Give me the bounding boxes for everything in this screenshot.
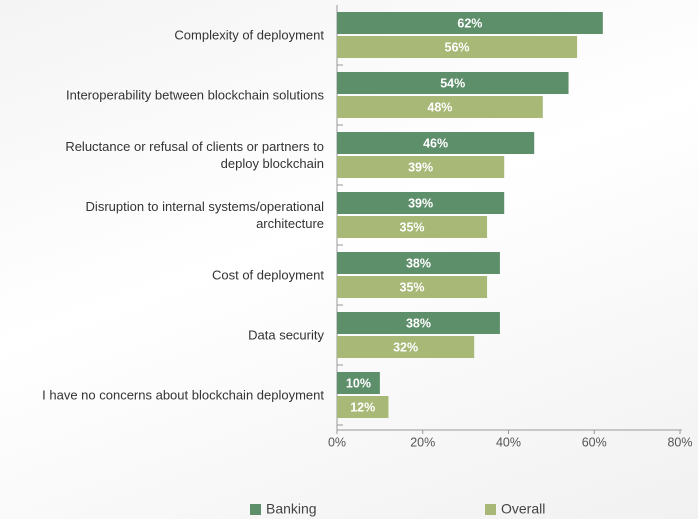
category-label: Cost of deployment	[211, 267, 324, 283]
value-label: 62%	[457, 16, 482, 30]
x-tick-label: 40%	[496, 435, 521, 449]
category-label: Complexity of deployment	[174, 27, 324, 43]
x-tick-label: 60%	[582, 435, 607, 449]
bar	[337, 72, 569, 94]
value-label: 35%	[400, 220, 425, 234]
bar	[337, 156, 505, 178]
legend-label: Banking	[266, 501, 317, 517]
category-label: Disruption to internal systems/operation…	[85, 199, 324, 231]
bar	[337, 396, 389, 418]
bar	[337, 372, 380, 394]
bar	[337, 336, 475, 358]
value-label: 32%	[393, 340, 418, 354]
legend-swatch	[485, 504, 496, 515]
category-label: Data security	[248, 327, 324, 343]
bar	[337, 12, 603, 34]
bar	[337, 192, 505, 214]
legend-label: Overall	[501, 501, 545, 517]
bar	[337, 96, 543, 118]
value-label: 38%	[406, 316, 431, 330]
value-label: 56%	[445, 40, 470, 54]
category-label: I have no concerns about blockchain depl…	[42, 387, 324, 403]
value-label: 10%	[346, 376, 371, 390]
value-label: 39%	[408, 160, 433, 174]
category-label: Reluctance or refusal of clients or part…	[65, 139, 324, 171]
bar	[337, 312, 500, 334]
value-label: 35%	[400, 280, 425, 294]
value-label: 54%	[440, 76, 465, 90]
x-tick-label: 0%	[328, 435, 346, 449]
x-tick-label: 80%	[667, 435, 692, 449]
bar	[337, 132, 535, 154]
legend-swatch	[250, 504, 261, 515]
bar	[337, 276, 488, 298]
category-label: Interoperability between blockchain solu…	[66, 87, 324, 103]
bar	[337, 216, 488, 238]
value-label: 38%	[406, 256, 431, 270]
bar	[337, 36, 578, 58]
value-label: 39%	[408, 196, 433, 210]
value-label: 46%	[423, 136, 448, 150]
bar	[337, 252, 500, 274]
value-label: 48%	[427, 100, 452, 114]
x-tick-label: 20%	[410, 435, 435, 449]
value-label: 12%	[350, 400, 375, 414]
